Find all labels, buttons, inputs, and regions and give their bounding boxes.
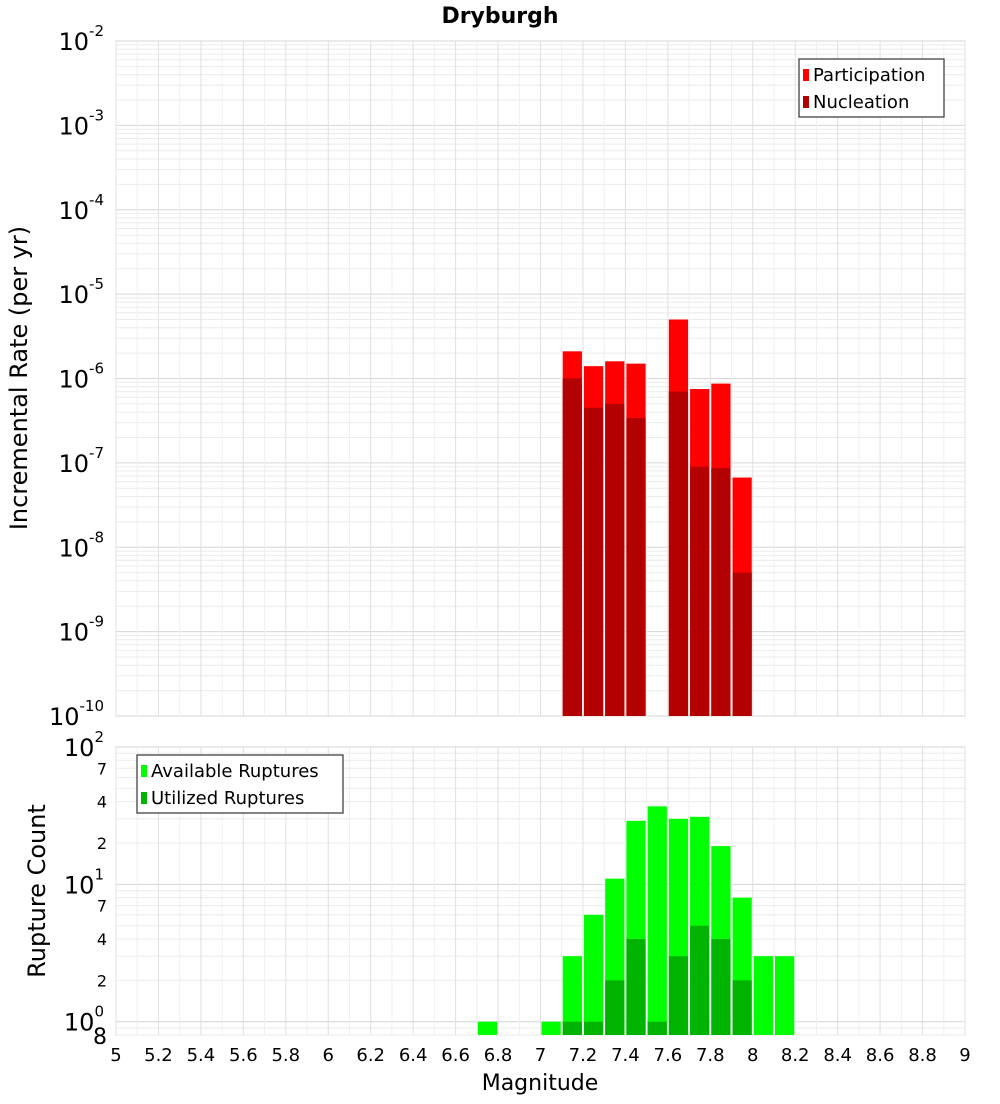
bottom-y-minor-tick-label: 4 bbox=[97, 930, 107, 949]
bottom-legend-label: Utilized Ruptures bbox=[151, 788, 304, 809]
bottom-y-minor-tick-label: 8 bbox=[93, 1025, 107, 1050]
x-tick-label: 7.2 bbox=[569, 1045, 598, 1066]
utilized-ruptures-bar bbox=[605, 980, 625, 1035]
top-legend-swatch bbox=[803, 96, 809, 108]
nucleation-bar bbox=[562, 378, 582, 716]
utilized-ruptures-bar bbox=[732, 980, 752, 1035]
nucleation-bar bbox=[711, 467, 731, 716]
x-tick-label: 8.4 bbox=[823, 1045, 852, 1066]
x-tick-label: 6.4 bbox=[399, 1045, 428, 1066]
x-tick-label: 8.6 bbox=[866, 1045, 895, 1066]
available-ruptures-bar bbox=[753, 956, 773, 1035]
top-y-tick-label: 10-5 bbox=[58, 275, 104, 309]
bottom-y-tick-label: 102 bbox=[64, 728, 104, 762]
available-ruptures-bar bbox=[541, 1021, 561, 1035]
chart-title: Dryburgh bbox=[441, 4, 558, 29]
x-tick-label: 5.8 bbox=[271, 1045, 300, 1066]
utilized-ruptures-bar bbox=[562, 1021, 582, 1035]
bottom-legend-swatch bbox=[141, 792, 147, 804]
bottom-y-tick-label: 101 bbox=[64, 865, 104, 899]
x-tick-label: 7.6 bbox=[654, 1045, 683, 1066]
x-tick-label: 6.2 bbox=[356, 1045, 385, 1066]
x-tick-label: 7.8 bbox=[696, 1045, 725, 1066]
x-tick-label: 8.2 bbox=[781, 1045, 810, 1066]
bottom-legend-label: Available Ruptures bbox=[151, 761, 319, 782]
top-legend-swatch bbox=[803, 69, 809, 81]
top-y-tick-label: 10-10 bbox=[49, 697, 104, 731]
top-y-tick-label: 10-4 bbox=[58, 191, 104, 225]
x-tick-label: 5.2 bbox=[144, 1045, 173, 1066]
available-ruptures-bar bbox=[583, 914, 604, 1035]
bottom-legend-box bbox=[136, 754, 344, 814]
x-tick-label: 9 bbox=[959, 1045, 970, 1066]
utilized-ruptures-bar bbox=[668, 956, 689, 1035]
top-y-axis-label: Incremental Rate (per yr) bbox=[5, 226, 33, 530]
bottom-y-minor-tick-label: 7 bbox=[97, 759, 107, 778]
nucleation-bar bbox=[690, 466, 710, 716]
utilized-ruptures-bar bbox=[583, 1021, 604, 1035]
x-tick-label: 6.6 bbox=[441, 1045, 470, 1066]
x-tick-label: 7 bbox=[535, 1045, 546, 1066]
bottom-legend-swatch bbox=[141, 765, 147, 777]
x-tick-label: 7.4 bbox=[611, 1045, 640, 1066]
available-ruptures-bar bbox=[647, 806, 667, 1035]
top-y-tick-label: 10-8 bbox=[58, 528, 104, 562]
top-y-tick-label: 10-9 bbox=[58, 613, 104, 647]
bottom-y-minor-tick-label: 4 bbox=[97, 793, 107, 812]
top-y-tick-label: 10-3 bbox=[58, 106, 104, 140]
top-legend-label: Participation bbox=[813, 65, 925, 86]
x-tick-label: 5.6 bbox=[229, 1045, 258, 1066]
bottom-y-axis-label: Rupture Count bbox=[23, 804, 51, 978]
x-tick-label: 6 bbox=[323, 1045, 334, 1066]
bottom-y-minor-tick-label: 2 bbox=[97, 834, 107, 853]
utilized-ruptures-bar bbox=[711, 939, 731, 1035]
nucleation-bar bbox=[732, 572, 752, 716]
nucleation-bar bbox=[668, 391, 689, 716]
top-y-tick-label: 10-6 bbox=[58, 360, 104, 394]
nucleation-bar bbox=[605, 403, 625, 716]
bottom-y-minor-tick-label: 7 bbox=[97, 897, 107, 916]
top-legend-box bbox=[798, 58, 945, 118]
x-tick-label: 5 bbox=[110, 1045, 121, 1066]
utilized-ruptures-bar bbox=[690, 925, 710, 1035]
nucleation-bar bbox=[583, 407, 604, 716]
top-y-tick-label: 10-7 bbox=[58, 444, 104, 478]
x-tick-label: 8 bbox=[747, 1045, 758, 1066]
available-ruptures-bar bbox=[477, 1021, 498, 1035]
bottom-y-tick-label: 100 bbox=[64, 1003, 104, 1037]
utilized-ruptures-bar bbox=[626, 939, 646, 1035]
x-axis-label: Magnitude bbox=[482, 1071, 599, 1096]
utilized-ruptures-bar bbox=[647, 1021, 667, 1035]
top-legend-label: Nucleation bbox=[813, 92, 909, 113]
bottom-y-minor-tick-label: 2 bbox=[97, 971, 107, 990]
x-tick-label: 8.8 bbox=[908, 1045, 937, 1066]
available-ruptures-bar bbox=[562, 956, 582, 1035]
x-tick-label: 5.4 bbox=[187, 1045, 216, 1066]
available-ruptures-bar bbox=[774, 956, 795, 1035]
top-y-tick-label: 10-2 bbox=[58, 22, 104, 56]
nucleation-bar bbox=[626, 418, 646, 716]
x-tick-label: 6.8 bbox=[484, 1045, 513, 1066]
